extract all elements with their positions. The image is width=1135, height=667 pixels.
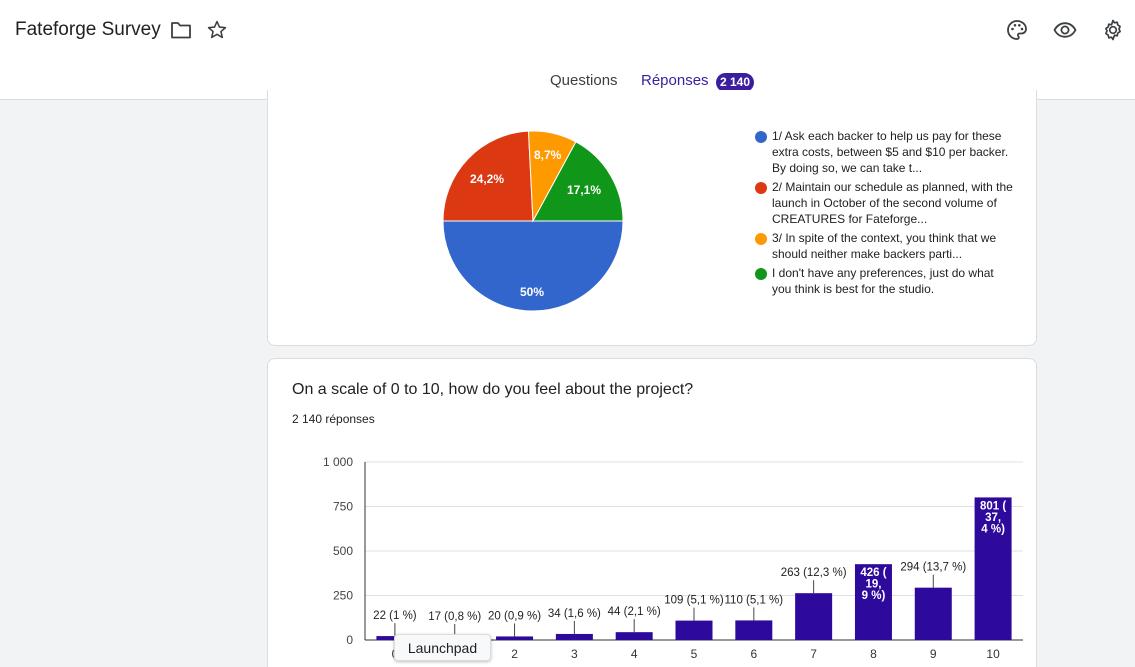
y-tick-label: 750 (333, 500, 353, 514)
bar[interactable] (675, 620, 713, 640)
pie-chart: 50% 24,2% 8,7% 17,1% (442, 130, 624, 312)
bar[interactable] (914, 587, 952, 640)
bar-data-label: 17 (0,8 %) (428, 611, 481, 623)
x-tick-label: 2 (511, 647, 518, 661)
bar[interactable] (555, 633, 593, 640)
bar[interactable] (854, 564, 892, 640)
bar-data-label: 44 (2,1 %) (608, 606, 661, 618)
x-tick-label: 7 (810, 647, 817, 661)
bar-data-label: 263 (12,3 %) (781, 567, 847, 579)
legend-dot (755, 268, 767, 280)
legend-dot (755, 233, 767, 245)
pie-slice[interactable] (442, 130, 534, 222)
form-title[interactable]: Fateforge Survey (15, 19, 161, 40)
bar-data-label: 801 (37, 4 %) (980, 500, 1006, 535)
bar[interactable] (795, 593, 833, 640)
x-tick-label: 9 (930, 647, 937, 661)
pie-label: 24,2% (470, 172, 505, 186)
pie-legend: 1/ Ask each backer to help us pay for th… (755, 128, 1015, 297)
settings-gear-icon[interactable] (1100, 17, 1126, 43)
top-bar: Fateforge Survey Questions Réponses 2 14… (0, 0, 1135, 100)
tab-responses[interactable]: Réponses (641, 72, 709, 89)
pie-question-card (267, 90, 1037, 346)
y-tick-label: 250 (333, 589, 353, 603)
legend-dot (755, 131, 767, 143)
x-tick-label: 8 (870, 647, 877, 661)
x-tick-label: 5 (691, 647, 698, 661)
bar-data-label: 110 (5,1 %) (725, 594, 784, 606)
pie-label: 8,7% (534, 148, 562, 162)
palette-icon[interactable] (1004, 17, 1030, 43)
legend-dot (755, 182, 767, 194)
pie-slice[interactable] (442, 220, 624, 312)
question-title: On a scale of 0 to 10, how do you feel a… (292, 381, 694, 398)
x-tick-label: 6 (750, 647, 757, 661)
bar[interactable] (735, 620, 773, 640)
scale-question-card (267, 358, 1037, 667)
responses-count-badge: 2 140 (716, 73, 754, 92)
bar[interactable] (615, 632, 653, 640)
bar-data-label: 426 (19, 9 %) (860, 567, 886, 602)
x-tick-label: 10 (986, 647, 1000, 661)
folder-icon[interactable] (168, 17, 194, 43)
response-count: 2 140 réponses (292, 412, 375, 426)
x-tick-label: 3 (571, 647, 578, 661)
pie-label: 50% (520, 285, 545, 299)
y-tick-label: 1 000 (323, 455, 353, 469)
x-tick-label: 4 (631, 647, 638, 661)
bar-data-label: 34 (1,6 %) (548, 608, 601, 620)
star-icon[interactable] (204, 17, 230, 43)
bar-data-label: 22 (1 %) (373, 610, 417, 622)
bar[interactable] (496, 636, 534, 640)
bar-data-label: 294 (13,7 %) (900, 562, 966, 574)
preview-eye-icon[interactable] (1052, 17, 1078, 43)
legend-item[interactable]: 1/ Ask each backer to help us pay for th… (755, 128, 1015, 176)
bar-data-label: 20 (0,9 %) (488, 610, 541, 622)
tooltip: Launchpad (394, 634, 491, 661)
y-tick-label: 500 (333, 544, 353, 558)
pie-label: 17,1% (567, 183, 602, 197)
legend-item[interactable]: 2/ Maintain our schedule as planned, wit… (755, 179, 1015, 227)
legend-item[interactable]: 3/ In spite of the context, you think th… (755, 230, 1015, 262)
bar[interactable] (974, 497, 1012, 640)
y-tick-label: 0 (346, 633, 353, 647)
tab-questions[interactable]: Questions (550, 72, 618, 89)
bar-data-label: 109 (5,1 %) (664, 595, 724, 607)
legend-item[interactable]: I don't have any preferences, just do wh… (755, 265, 1015, 297)
pie-slice[interactable] (532, 141, 624, 222)
